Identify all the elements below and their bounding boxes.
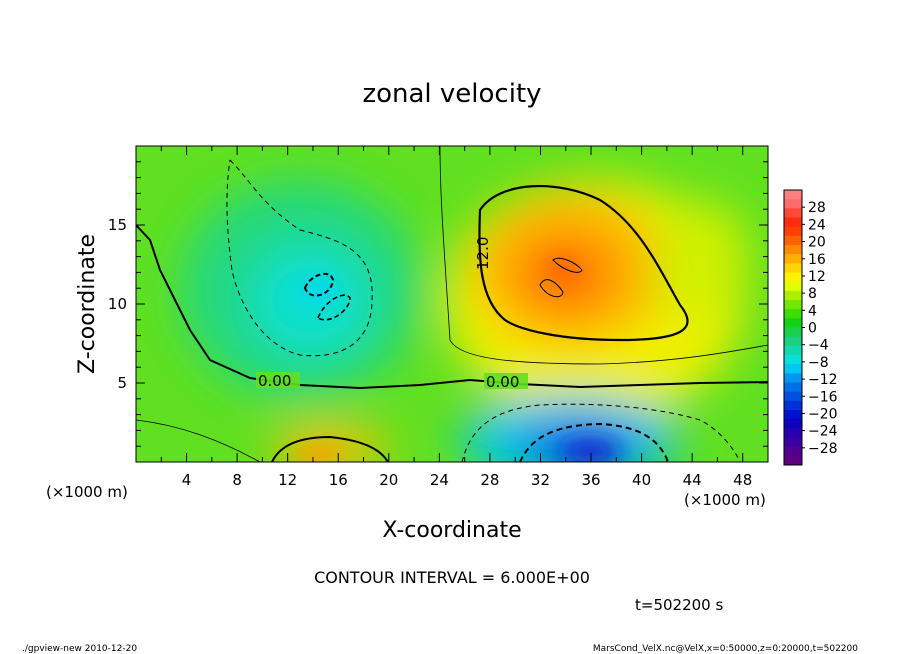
contour-interval-text: CONTOUR INTERVAL = 6.000E+00: [314, 568, 590, 587]
colorbar-label: 24: [808, 217, 826, 233]
colorbar-cell: [784, 391, 802, 402]
colorbar-label: 4: [808, 303, 817, 319]
colorbar-label: −20: [808, 406, 838, 422]
colorbar-cell: [784, 199, 802, 209]
colorbar-cell: [784, 446, 802, 457]
colorbar-label: 20: [808, 235, 826, 251]
colorbar-cell: [784, 226, 802, 237]
time-text: t=502200 s: [635, 596, 723, 614]
colorbar-cell: [784, 327, 802, 338]
negative-contour-bottom-inner: [519, 422, 669, 462]
colorbar-label: −16: [808, 389, 838, 405]
colorbar-cell: [784, 235, 802, 246]
colorbar-label: −28: [808, 441, 838, 457]
colorbar-cell: [784, 364, 802, 374]
y-axis: 5 10 15: [108, 145, 768, 463]
contour-label-twelve: 12.0: [474, 237, 492, 270]
negative-contour-bottom: [461, 403, 741, 462]
x-tick-label: 8: [232, 471, 242, 489]
colorbar-label: −24: [808, 424, 838, 440]
x-tick-label: 44: [683, 471, 702, 489]
heatmap-field: 0.00 0.00 12.0: [136, 146, 768, 462]
contour-label-left: 0.00: [258, 372, 291, 390]
colorbar-cell: [784, 437, 802, 448]
footer-right: MarsCond_VelX.nc@VelX,x=0:50000,z=0:2000…: [593, 644, 858, 654]
x-tick-label: 16: [329, 471, 348, 489]
colorbar-label: 0: [808, 321, 817, 337]
colorbar-cell: [784, 245, 802, 255]
x-tick-label: 36: [581, 471, 600, 489]
colorbar-label: 8: [808, 286, 817, 302]
colorbar-cell: [784, 263, 802, 273]
small-negative-contour-2: [317, 294, 351, 321]
colorbar-cell: [784, 355, 802, 365]
thin-contour-left: [136, 419, 261, 462]
x-tick-label: 12: [278, 471, 297, 489]
colorbar-cell: [784, 419, 802, 429]
colorbar-label: −8: [808, 355, 829, 371]
twelve-contour-line: [478, 185, 689, 342]
colorbar-label: 12: [808, 269, 826, 285]
x-tick-label: 24: [430, 471, 449, 489]
colorbar-cell: [784, 281, 802, 292]
colorbar-cell: [784, 455, 802, 466]
colorbar-cell: [784, 373, 802, 383]
thin-contour-top-right: [439, 146, 768, 365]
colorbar-cell: [784, 400, 802, 411]
y-axis-label: Z-coordinate: [75, 234, 100, 374]
y-tick-label: 5: [117, 374, 127, 392]
x-unit-note-left: (×1000 m): [46, 483, 128, 501]
colorbar-label: 28: [808, 200, 826, 216]
zero-contour-line: [136, 224, 768, 390]
colorbar-cell: [784, 254, 802, 264]
colorbar-cell: [784, 290, 802, 301]
small-positive-contour-2: [539, 279, 564, 298]
colorbar-label: −12: [808, 372, 838, 388]
colorbar-label: −4: [808, 338, 829, 354]
colorbar-cell: [784, 309, 802, 319]
y-tick-label: 10: [108, 295, 127, 313]
x-tick-label: 28: [480, 471, 499, 489]
colorbar-cell: [784, 190, 802, 200]
colorbar-cell: [784, 382, 802, 393]
footer-left: ./gpview-new 2010-12-20: [22, 644, 137, 654]
contour-lines: [136, 146, 768, 462]
colorbar-cell: [784, 336, 802, 347]
bottom-positive-contour: [271, 435, 389, 462]
negative-contour-upper-left: [226, 159, 373, 357]
x-tick-label: 40: [632, 471, 651, 489]
colorbar-cell: [784, 318, 802, 328]
x-tick-label: 20: [379, 471, 398, 489]
colorbar-cell: [784, 217, 802, 228]
contour-label-group: 0.00 0.00 12.0: [256, 237, 528, 391]
small-negative-contour-1: [303, 272, 335, 297]
colorbar-cell: [784, 345, 802, 356]
x-unit-note-right: (×1000 m): [684, 491, 766, 509]
y-tick-label: 15: [108, 216, 127, 234]
x-tick-label: 4: [182, 471, 192, 489]
contour-label-right: 0.00: [486, 373, 519, 391]
colorbar-cell: [784, 300, 802, 310]
colorbar-label: 16: [808, 252, 826, 268]
x-tick-label: 48: [733, 471, 752, 489]
x-axis-label: X-coordinate: [382, 518, 521, 543]
small-positive-contour-1: [552, 257, 583, 273]
x-tick-label: 32: [531, 471, 550, 489]
colorbar-cell: [784, 428, 802, 438]
x-axis: 4 8 12 16 20 24 28 32 36 40 44 48: [135, 146, 769, 489]
colorbar-cell: [784, 208, 802, 218]
colorbar-cell: [784, 410, 802, 420]
chart-title: zonal velocity: [362, 79, 541, 109]
colorbar-cell: [784, 272, 802, 283]
